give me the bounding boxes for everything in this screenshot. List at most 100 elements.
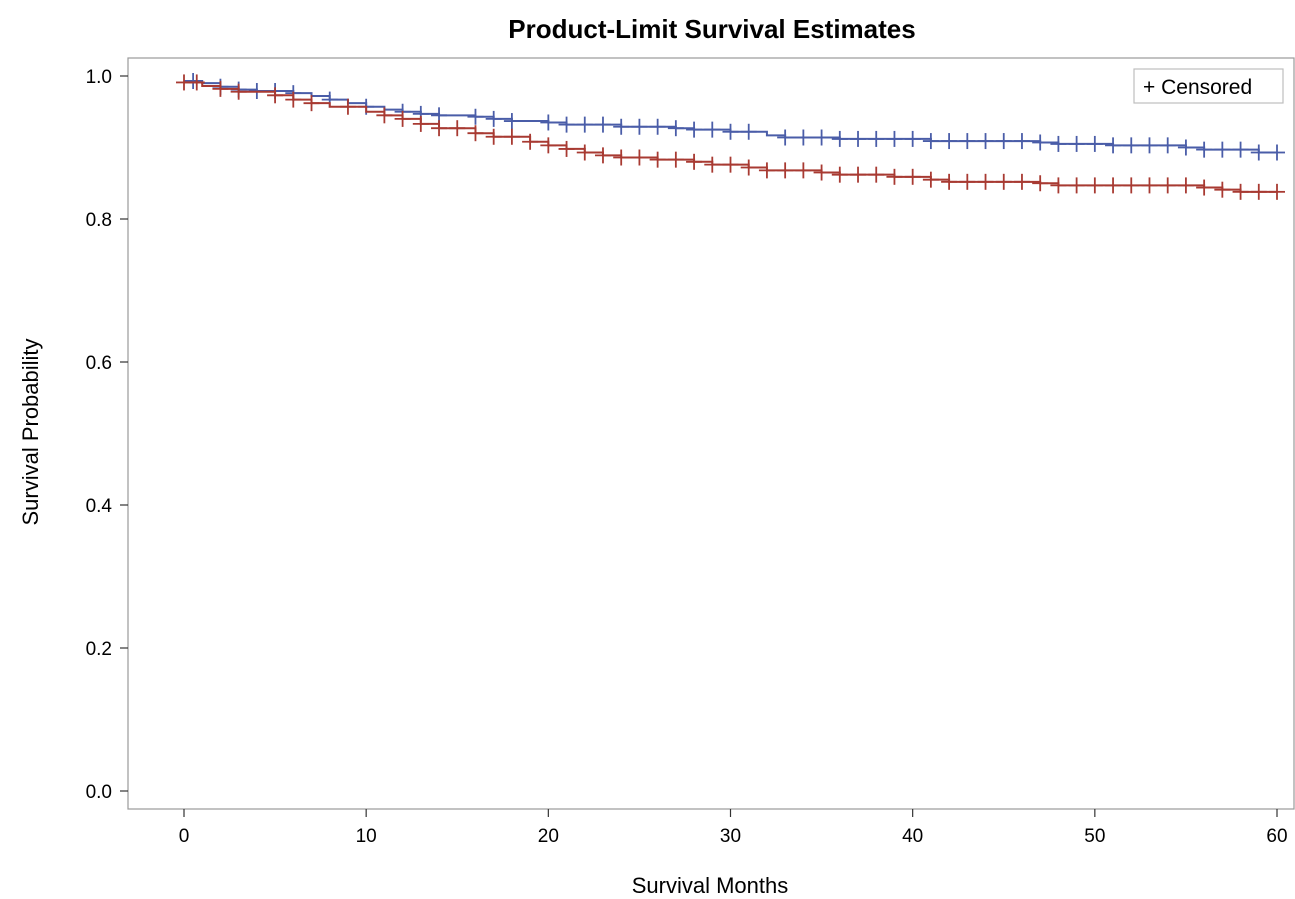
x-axis-label: Survival Months — [632, 873, 789, 898]
censor-mark — [740, 159, 757, 176]
censor-mark — [303, 95, 320, 112]
censor-mark — [922, 133, 939, 150]
censor-mark — [522, 133, 539, 150]
x-tick-label: 50 — [1084, 826, 1105, 847]
censor-mark — [1250, 183, 1267, 200]
censor-mark — [485, 110, 502, 127]
censor-mark — [188, 74, 205, 91]
y-tick-label: 0.8 — [86, 210, 112, 231]
censor-mark — [1068, 135, 1085, 152]
censor-mark — [1123, 177, 1140, 194]
censor-mark — [376, 107, 393, 124]
censor-mark — [1032, 134, 1049, 151]
censor-mark — [1269, 183, 1285, 200]
censor-mark — [558, 116, 575, 133]
y-tick-label: 0.6 — [86, 353, 112, 374]
censor-mark — [850, 130, 867, 147]
censor-mark — [922, 171, 939, 188]
censor-mark — [1232, 183, 1249, 200]
plot-frame — [127, 57, 1295, 810]
censor-mark — [558, 140, 575, 157]
censor-mark — [1269, 144, 1285, 161]
censor-mark — [503, 113, 520, 130]
censor-mark — [576, 144, 593, 161]
censor-mark — [631, 149, 648, 166]
censor-mark — [613, 149, 630, 166]
x-tick-label: 40 — [902, 826, 923, 847]
censor-mark — [412, 115, 429, 132]
y-tick-label: 0.2 — [86, 639, 112, 660]
censor-mark — [831, 166, 848, 183]
censor-mark — [722, 156, 739, 173]
censor-mark — [959, 173, 976, 190]
censor-mark — [667, 151, 684, 168]
censor-mark — [758, 162, 775, 179]
censor-mark — [1214, 181, 1231, 198]
censor-mark — [1177, 177, 1194, 194]
censor-mark — [995, 133, 1012, 150]
censor-mark — [1013, 173, 1030, 190]
censor-mark — [795, 129, 812, 146]
censor-mark — [1141, 137, 1158, 154]
censor-mark — [813, 164, 830, 181]
censor-mark — [649, 151, 666, 168]
censor-mark — [540, 137, 557, 154]
censor-mark — [503, 128, 520, 145]
censor-mark — [667, 120, 684, 137]
censor-mark — [1123, 137, 1140, 154]
censor-mark — [467, 108, 484, 125]
censor-mark — [904, 168, 921, 185]
censor-mark — [831, 130, 848, 147]
series-group — [176, 73, 1285, 200]
censor-mark — [850, 166, 867, 183]
censor-mark — [1068, 177, 1085, 194]
censor-mark — [1214, 141, 1231, 158]
censor-mark — [977, 173, 994, 190]
censor-mark — [1086, 177, 1103, 194]
plot-area — [127, 57, 1295, 810]
censor-mark — [813, 129, 830, 146]
censor-mark — [1086, 135, 1103, 152]
censor-mark — [1105, 177, 1122, 194]
censor-mark — [1159, 137, 1176, 154]
censor-mark — [467, 125, 484, 142]
censor-mark — [485, 128, 502, 145]
censor-mark — [185, 73, 202, 90]
x-tick-label: 30 — [720, 826, 741, 847]
censor-mark — [1105, 137, 1122, 154]
censor-mark — [886, 168, 903, 185]
axis-ticks: 0 10 20 30 40 50 60 0.0 0.2 0.4 0.6 0.8 1.0 — [86, 67, 1288, 847]
censor-mark — [212, 80, 229, 97]
censor-mark — [886, 130, 903, 147]
censor-mark — [686, 121, 703, 138]
x-tick-label: 10 — [356, 826, 377, 847]
censor-mark — [1177, 139, 1194, 156]
x-tick-label: 20 — [538, 826, 559, 847]
censor-mark — [394, 110, 411, 127]
censor-mark — [1050, 177, 1067, 194]
censor-mark — [339, 98, 356, 115]
censor-mark — [1013, 133, 1030, 150]
chart-title: Product-Limit Survival Estimates — [508, 14, 915, 44]
censor-mark — [868, 166, 885, 183]
censor-mark — [904, 130, 921, 147]
censor-mark — [285, 91, 302, 108]
censor-mark — [649, 118, 666, 135]
censor-mark — [431, 120, 448, 137]
y-axis-label: Survival Probability — [18, 338, 43, 525]
x-tick-label: 0 — [179, 826, 190, 847]
censor-mark — [540, 114, 557, 131]
censor-mark — [1032, 175, 1049, 192]
y-tick-label: 0.0 — [86, 782, 112, 803]
censor-mark — [740, 123, 757, 140]
censor-mark — [1141, 177, 1158, 194]
censor-mark — [777, 162, 794, 179]
censor-mark — [230, 83, 247, 100]
censor-mark — [722, 123, 739, 140]
censor-mark — [995, 173, 1012, 190]
censor-mark — [1250, 144, 1267, 161]
censor-mark — [576, 116, 593, 133]
legend-box — [1133, 68, 1284, 104]
